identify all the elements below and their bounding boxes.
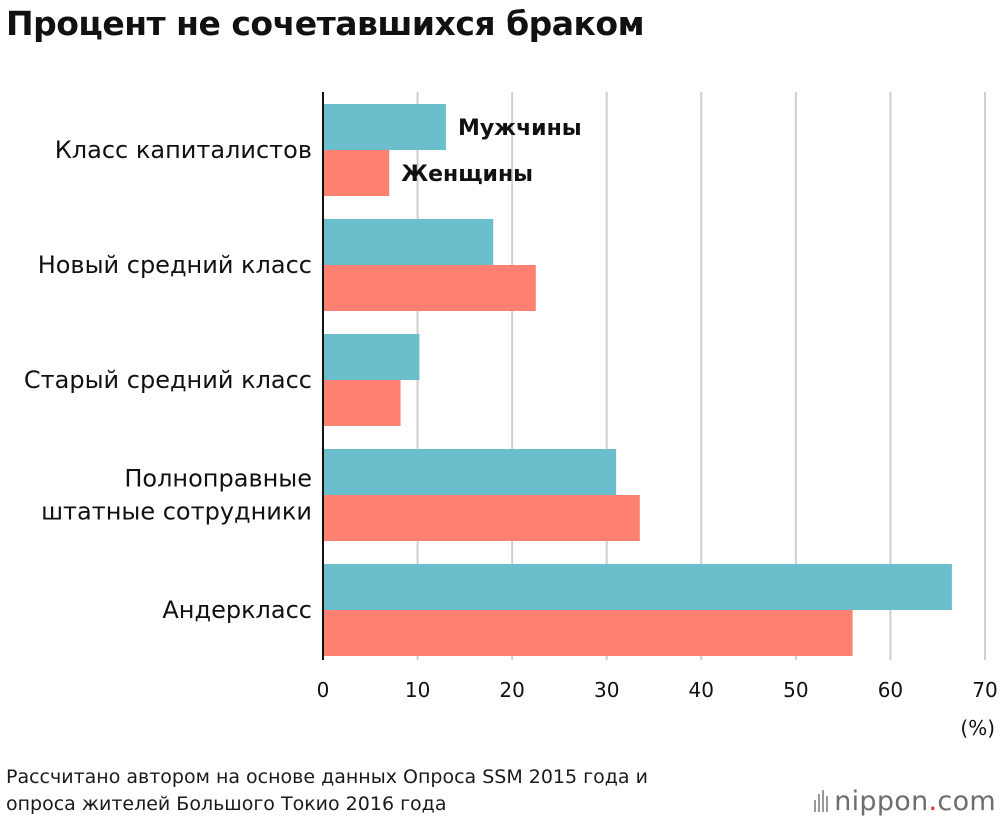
bar-women-3: [324, 495, 640, 541]
category-label: Новый средний класс: [38, 251, 312, 279]
bar-chart: Класс капиталистов Новый средний класс Ста…: [24, 92, 998, 740]
bar-men-2: [324, 334, 420, 380]
bars: [324, 104, 952, 656]
x-tick-label: 40: [689, 678, 714, 702]
category-label: Полноправные: [124, 465, 312, 493]
bar-women-1: [324, 265, 536, 311]
bar-men-4: [324, 564, 952, 610]
x-tick-label: 30: [594, 678, 619, 702]
grid-lines: [322, 92, 986, 660]
x-tick-label: 20: [499, 678, 524, 702]
x-tick-label: 60: [878, 678, 903, 702]
x-tick-label: 0: [317, 678, 330, 702]
legend: Мужчины Женщины: [401, 116, 581, 187]
logo-name: nippon: [834, 785, 929, 817]
chart-title: Процент не сочетавшихся браком: [6, 4, 645, 43]
x-tick-labels: 0 10 20 30 40 50 60 70: [317, 678, 998, 702]
category-label: штатные сотрудники: [41, 498, 312, 526]
bar-women-2: [324, 380, 401, 426]
bar-women-0: [324, 150, 390, 196]
logo-bars-icon: [814, 790, 829, 812]
x-tick-label: 10: [405, 678, 430, 702]
x-tick-label: 70: [972, 678, 997, 702]
source-note: Рассчитано автором на основе данных Опро…: [6, 764, 648, 818]
unit-label: (%): [960, 716, 995, 740]
bar-men-3: [324, 449, 617, 495]
bar-women-4: [324, 610, 853, 656]
source-line-2: опроса жителей Большого Токио 2016 года: [6, 793, 447, 815]
category-label: Класс капиталистов: [55, 136, 312, 164]
nippon-logo: nippon. com: [814, 783, 996, 819]
logo-dot: .: [928, 785, 938, 817]
category-label: Старый средний класс: [24, 366, 312, 394]
bar-men-1: [324, 219, 494, 265]
category-label: Андеркласс: [162, 596, 312, 624]
source-line-1: Рассчитано автором на основе данных Опро…: [6, 766, 648, 788]
legend-women: Женщины: [401, 162, 533, 187]
x-tick-label: 50: [783, 678, 808, 702]
category-labels: Класс капиталистов Новый средний класс Ста…: [24, 136, 312, 624]
bar-men-0: [324, 104, 446, 150]
logo-suffix: com: [937, 785, 996, 817]
legend-men: Мужчины: [458, 116, 582, 141]
